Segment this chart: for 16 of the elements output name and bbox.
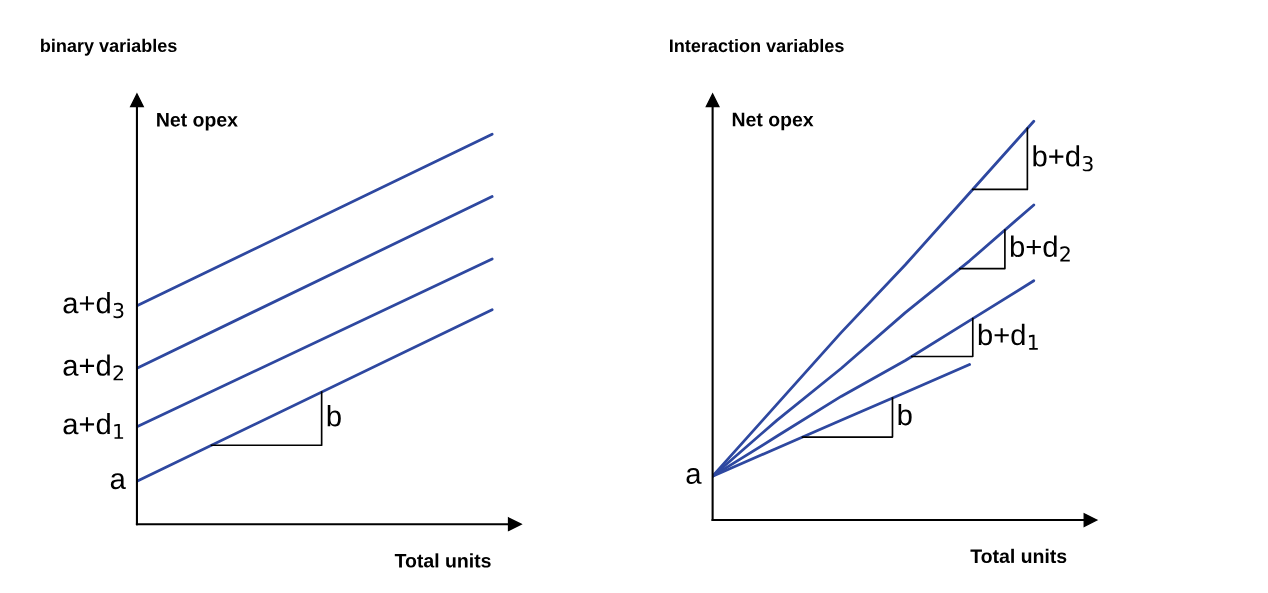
annotation: a+d$_{3}$ — [63, 292, 124, 319]
text: a — [686, 468, 702, 485]
chart-title: binary variables — [41, 38, 177, 56]
annotation: a+d$_{1}$ — [63, 412, 124, 439]
annotation: b+d$_{1}$ — [978, 323, 1038, 350]
x-axis-title: Total units — [970, 548, 1067, 564]
annotation: a+d$_{2}$ — [63, 354, 123, 381]
y-axis-title: Net opex — [157, 113, 238, 131]
chart-title: Interaction variables — [669, 38, 844, 53]
y-axis-title: Net opex — [732, 112, 814, 131]
x-axis-title: Total units — [394, 553, 491, 568]
annotation: b — [898, 403, 912, 426]
annotation: b+d$_{2}$ — [1010, 235, 1070, 262]
annotation: b+d$_{3}$ — [1033, 145, 1093, 172]
annotation: b — [327, 405, 341, 427]
annotation: a — [110, 473, 126, 490]
